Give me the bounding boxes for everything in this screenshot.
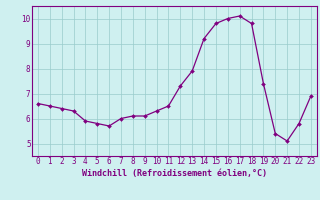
X-axis label: Windchill (Refroidissement éolien,°C): Windchill (Refroidissement éolien,°C) bbox=[82, 169, 267, 178]
